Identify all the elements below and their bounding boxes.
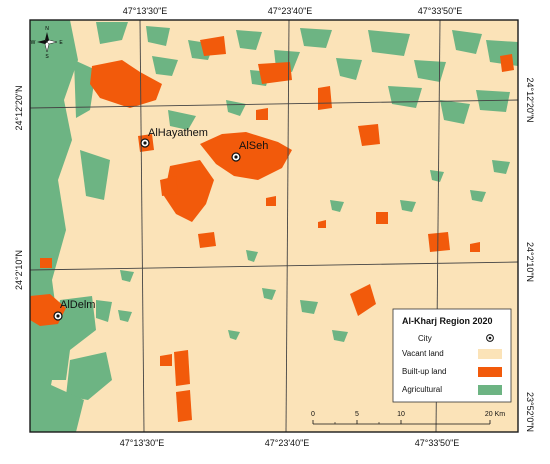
- legend-city-dot: [488, 336, 492, 340]
- legend-label-agricultural: Agricultural: [402, 385, 442, 394]
- scale-label-10: 10: [397, 411, 405, 418]
- city-label-aldelm: AlDelm: [60, 299, 95, 311]
- tick-top-2: 47°23'40"E: [268, 6, 313, 16]
- city-marker-dot: [143, 141, 147, 145]
- city-aldelm: AlDelm: [53, 299, 95, 321]
- legend-label-vacant: Vacant land: [402, 349, 444, 358]
- tick-bottom-1: 47°13'30"E: [120, 438, 165, 448]
- legend-swatch-vacant: [478, 349, 502, 359]
- city-label-alseh: AlSeh: [239, 140, 268, 152]
- scale-label-20km: 20 Km: [485, 411, 505, 418]
- compass-s: S: [45, 54, 49, 60]
- compass-e: E: [59, 40, 63, 46]
- scale-label-0: 0: [311, 411, 315, 418]
- tick-bottom-2: 47°23'40"E: [265, 438, 310, 448]
- tick-right-1: 24°12'20"N: [525, 77, 535, 122]
- agricultural-land-layer: [30, 20, 518, 432]
- tick-left-2: 24°2'10"N: [14, 250, 24, 290]
- legend-label-city: City: [418, 334, 432, 343]
- city-label-alhayathem: AlHayathem: [148, 127, 208, 139]
- legend-swatch-agricultural: [478, 385, 502, 395]
- tick-right-2: 24°2'10"N: [525, 242, 535, 282]
- tick-right-corner: 23°52'0"N: [525, 392, 535, 432]
- map-frame: [29, 19, 519, 433]
- city-marker-dot: [56, 314, 60, 318]
- scale-label-5: 5: [355, 411, 359, 418]
- legend-swatch-builtup: [478, 367, 502, 377]
- built-up-land-layer: [30, 36, 514, 422]
- legend-title: Al-Kharj Region 2020: [402, 316, 493, 326]
- tick-bottom-3: 47°33'50"E: [415, 438, 460, 448]
- compass-w: W: [31, 40, 36, 46]
- city-marker-dot: [234, 155, 238, 159]
- city-alseh: AlSeh: [231, 140, 268, 162]
- tick-top-1: 47°13'30"E: [123, 6, 168, 16]
- tick-left-1: 24°12'20"N: [14, 85, 24, 130]
- scale-bar: 0 5 10 20 Km: [311, 411, 505, 425]
- tick-top-3: 47°33'50"E: [418, 6, 463, 16]
- legend: Al-Kharj Region 2020 City Vacant land Bu…: [392, 308, 512, 403]
- compass-rose-icon: N S E W: [31, 26, 64, 60]
- city-alhayathem: AlHayathem: [140, 127, 208, 148]
- legend-label-builtup: Built-up land: [402, 367, 446, 376]
- compass-n: N: [45, 26, 49, 32]
